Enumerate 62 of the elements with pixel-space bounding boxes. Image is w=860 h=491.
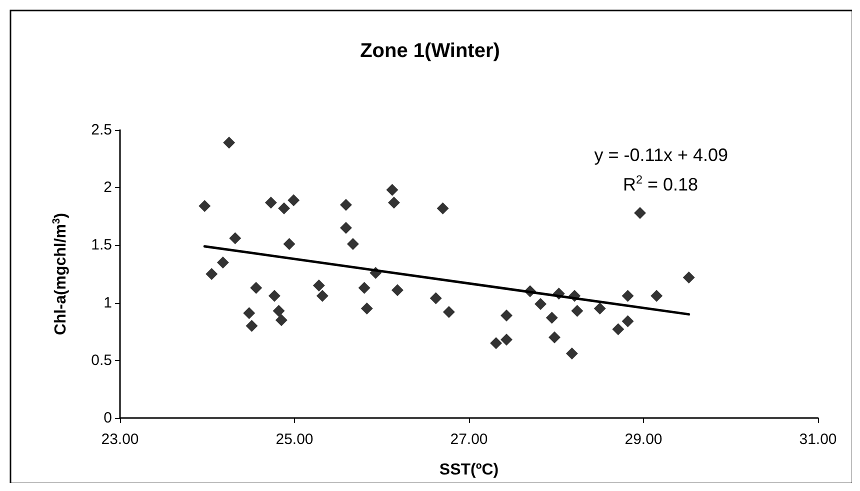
point [622, 315, 634, 328]
point [340, 222, 352, 234]
point [229, 232, 242, 244]
point [442, 306, 455, 318]
point [552, 288, 565, 300]
point [534, 298, 547, 310]
point [275, 314, 288, 326]
point [268, 290, 280, 302]
y-tick-label: 1.5 [91, 236, 112, 254]
point [650, 290, 663, 302]
point [436, 202, 449, 214]
point [524, 285, 536, 298]
x-tick-label: 23.00 [101, 431, 139, 448]
point [571, 304, 584, 317]
point [500, 334, 513, 346]
x-axis-title: SST(ºC) [439, 462, 499, 478]
point [360, 302, 373, 315]
point [388, 196, 400, 209]
point [490, 337, 502, 350]
point [358, 282, 370, 294]
point [198, 200, 211, 212]
point [386, 184, 398, 196]
point [548, 331, 561, 344]
point [288, 194, 300, 206]
point [568, 290, 581, 302]
point [312, 280, 325, 292]
y-tick-label: 0 [104, 410, 112, 426]
point [500, 309, 513, 322]
x-tick-label: 29.00 [624, 431, 662, 448]
y-tick-label: 1 [104, 294, 112, 312]
point [272, 304, 285, 317]
point [250, 282, 262, 294]
point [278, 202, 290, 214]
point [243, 307, 256, 320]
y-tick-label: 2 [104, 179, 112, 196]
y-tick-label: 0.5 [91, 352, 112, 369]
point [612, 323, 624, 336]
point [223, 136, 236, 149]
point [346, 238, 359, 250]
point [622, 290, 634, 302]
point [682, 271, 695, 284]
y-tick-label: 2.5 [91, 122, 112, 138]
point [634, 206, 646, 219]
point [546, 312, 558, 324]
point [216, 256, 229, 268]
x-tick-label: 27.00 [450, 431, 488, 448]
point [316, 290, 328, 302]
annotation: y = -0.11x + 4.09 [594, 145, 728, 165]
x-tick-label: 25.00 [276, 431, 314, 448]
point [283, 238, 296, 250]
point [594, 302, 606, 315]
point [264, 196, 277, 209]
point [340, 198, 352, 211]
point [246, 320, 258, 332]
point [370, 266, 382, 279]
point [430, 292, 442, 304]
point [566, 347, 578, 360]
chart-title: Zone 1(Winter) [360, 40, 500, 62]
point [206, 268, 218, 280]
x-tick-label: 31.00 [799, 431, 837, 448]
y-axis-title: Chl-a(mgchl/m3) [52, 212, 70, 336]
point [391, 284, 404, 296]
